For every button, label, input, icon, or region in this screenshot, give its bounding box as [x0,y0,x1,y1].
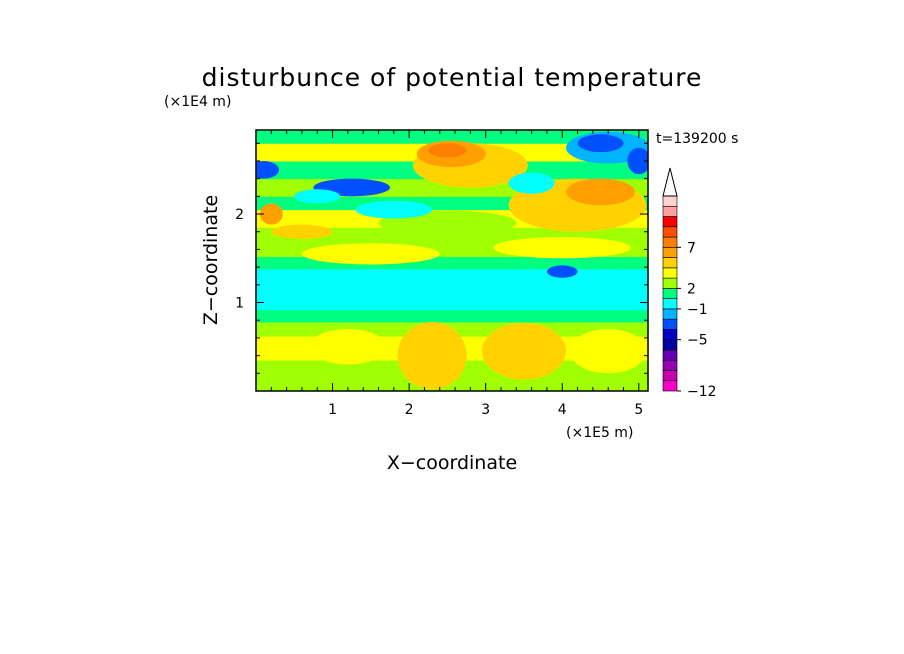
field-patch [309,329,387,365]
colorbar-segment [662,195,678,207]
field-band [256,130,648,144]
colorbar-segment [662,226,678,238]
y-tick-label: 1 [235,296,244,312]
field-band [256,268,648,311]
x-axis: 1 2 3 4 5 [270,130,643,418]
x-tick-label: 4 [558,402,567,418]
colorbar-segment [662,339,678,351]
x-tick-label: 3 [481,402,490,418]
field-patch [566,178,635,206]
colorbar-label: −1 [687,302,708,318]
field-patch [428,143,467,158]
x-axis-title: X−coordinate [387,452,517,474]
colorbar-segment [662,359,678,371]
colorbar-label: −12 [687,384,717,400]
x-tick-label: 5 [634,402,643,418]
heatmap-field [256,130,648,391]
field-patch [355,200,433,219]
field-patch [256,160,279,179]
colorbar-segment [662,247,678,258]
chart-title: disturbunce of potential temperature [202,63,703,92]
colorbar: −12−5−127 [662,167,717,400]
colorbar-segment [662,257,678,269]
field-patch [259,203,283,225]
field-patch [508,172,555,194]
x-tick-label: 1 [328,402,337,418]
colorbar-segment [662,380,678,392]
colorbar-label: 2 [687,281,696,297]
field-patch [397,321,467,390]
field-patch [493,237,632,259]
x-unit-label: (×1E5 m) [566,425,633,441]
field-patch [481,322,567,380]
colorbar-segment [662,318,678,330]
colorbar-segment [662,277,678,289]
colorbar-extend-arrow [662,167,678,197]
x-tick-label: 2 [405,402,414,418]
colorbar-segment [662,216,678,228]
colorbar-segment [662,288,678,299]
colorbar-segment [662,370,678,382]
plot-frame [255,129,649,392]
y-unit-label: (×1E4 m) [164,94,231,110]
colorbar-segment [662,329,678,340]
field-patch [546,265,578,278]
field-patch [271,224,333,239]
colorbar-segment [662,267,678,279]
field-patch [301,243,440,265]
colorbar-label: −5 [687,333,708,349]
field-patch [627,147,648,175]
colorbar-label: 7 [687,240,696,256]
field-band [256,309,648,323]
time-label: t=139200 s [656,131,738,147]
field-patch [577,134,624,153]
colorbar-segment [662,236,678,248]
y-axis-title: Z−coordinate [200,195,222,325]
colorbar-segment [662,349,678,361]
field-patch [569,329,647,374]
colorbar-segment [662,205,678,217]
y-axis: 12 [235,142,648,374]
colorbar-segment [662,308,678,320]
field-patch [294,189,341,204]
colorbar-segment [662,298,678,310]
y-tick-label: 2 [235,207,244,223]
